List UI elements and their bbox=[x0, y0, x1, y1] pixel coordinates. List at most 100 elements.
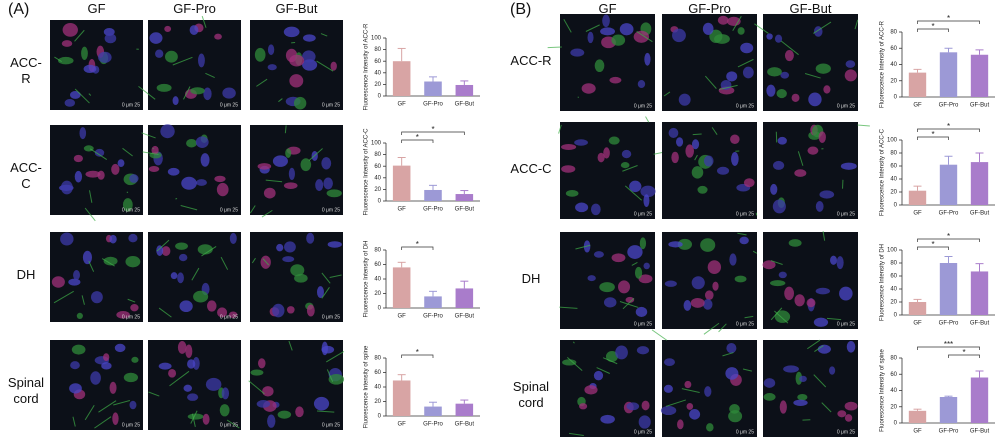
cell bbox=[815, 63, 831, 74]
fiber bbox=[180, 204, 198, 211]
cell bbox=[272, 155, 288, 167]
x-tick-label: GF bbox=[397, 422, 406, 428]
fiber bbox=[251, 257, 256, 264]
cell bbox=[302, 34, 316, 42]
y-tick-label: 60 bbox=[374, 164, 381, 170]
cell bbox=[794, 169, 807, 177]
micrograph bbox=[50, 232, 143, 322]
fiber bbox=[704, 75, 717, 89]
cell bbox=[678, 93, 691, 106]
fiber bbox=[158, 307, 172, 318]
column-header: GF-But bbox=[789, 1, 832, 16]
fiber bbox=[142, 151, 159, 156]
significance-label: * bbox=[931, 130, 934, 139]
fiber bbox=[172, 56, 193, 66]
fiber bbox=[94, 416, 112, 429]
scale-label: 0 μm 25 bbox=[220, 314, 238, 320]
significance-label: * bbox=[931, 22, 934, 31]
fiber bbox=[262, 258, 270, 266]
cell bbox=[737, 27, 745, 35]
cell bbox=[565, 189, 579, 197]
row-label: ACC-C bbox=[10, 160, 42, 191]
cell bbox=[282, 256, 295, 263]
x-tick-label: GF-Pro bbox=[939, 211, 959, 217]
bar bbox=[455, 194, 474, 201]
cell bbox=[164, 25, 172, 33]
cell bbox=[763, 393, 776, 401]
cell bbox=[276, 243, 284, 252]
fiber bbox=[138, 85, 156, 100]
cell bbox=[321, 157, 332, 170]
cell bbox=[780, 71, 790, 79]
cell bbox=[593, 251, 604, 258]
fiber bbox=[547, 46, 562, 49]
significance-label: * bbox=[416, 240, 419, 249]
cell bbox=[840, 162, 857, 170]
cell bbox=[677, 238, 692, 250]
fiber bbox=[563, 18, 572, 33]
cell bbox=[148, 165, 160, 173]
cell bbox=[295, 406, 304, 418]
cell bbox=[149, 32, 163, 44]
cell bbox=[587, 31, 594, 44]
cell bbox=[561, 165, 576, 173]
cell bbox=[716, 166, 730, 175]
cell bbox=[594, 59, 605, 73]
cell bbox=[770, 280, 786, 287]
cell bbox=[177, 272, 184, 284]
cell bbox=[570, 48, 585, 57]
cell bbox=[131, 356, 139, 363]
cell bbox=[691, 166, 704, 179]
cell bbox=[726, 343, 737, 354]
fiber bbox=[813, 21, 832, 34]
fiber bbox=[326, 351, 345, 363]
x-tick-label: GF bbox=[913, 429, 922, 435]
cell bbox=[844, 414, 853, 422]
fiber bbox=[261, 209, 273, 218]
cell bbox=[615, 345, 628, 360]
cell bbox=[306, 232, 315, 244]
panel-label: (B) bbox=[510, 1, 532, 18]
cell bbox=[69, 91, 81, 99]
bar bbox=[424, 81, 442, 96]
cell bbox=[689, 409, 701, 420]
cell bbox=[221, 387, 230, 400]
fiber bbox=[201, 245, 217, 257]
fiber bbox=[559, 306, 578, 309]
cell bbox=[60, 232, 74, 246]
cell bbox=[316, 286, 324, 298]
fiber bbox=[84, 404, 95, 421]
cell bbox=[286, 306, 295, 314]
scale-label: 0 μm 25 bbox=[220, 102, 238, 108]
cell bbox=[214, 33, 222, 40]
bar bbox=[424, 189, 442, 201]
cell bbox=[635, 306, 648, 317]
fiber bbox=[316, 60, 334, 72]
cell bbox=[190, 87, 205, 95]
x-tick-label: GF bbox=[397, 102, 406, 108]
fiber bbox=[754, 23, 769, 34]
cell bbox=[114, 343, 126, 353]
significance-bracket bbox=[917, 28, 949, 32]
cell bbox=[818, 131, 826, 143]
significance-label: * bbox=[931, 240, 934, 249]
fiber bbox=[572, 341, 575, 344]
cell bbox=[288, 167, 295, 181]
cell bbox=[675, 137, 684, 147]
y-tick-label: 40 bbox=[890, 388, 897, 394]
fiber bbox=[156, 239, 170, 252]
cell bbox=[668, 241, 683, 248]
x-tick-label: GF-But bbox=[455, 314, 475, 320]
scale-label: 0 μm 25 bbox=[122, 314, 140, 320]
cell bbox=[206, 300, 217, 312]
micrograph bbox=[148, 232, 241, 322]
y-tick-label: 80 bbox=[374, 248, 381, 254]
fiber bbox=[308, 148, 323, 162]
micrograph bbox=[763, 340, 858, 437]
cell bbox=[183, 384, 193, 392]
cell bbox=[784, 286, 795, 301]
cell bbox=[186, 138, 197, 148]
scale-label: 0 μm 25 bbox=[837, 103, 855, 109]
cell bbox=[663, 358, 675, 366]
y-tick-label: 40 bbox=[374, 277, 381, 283]
